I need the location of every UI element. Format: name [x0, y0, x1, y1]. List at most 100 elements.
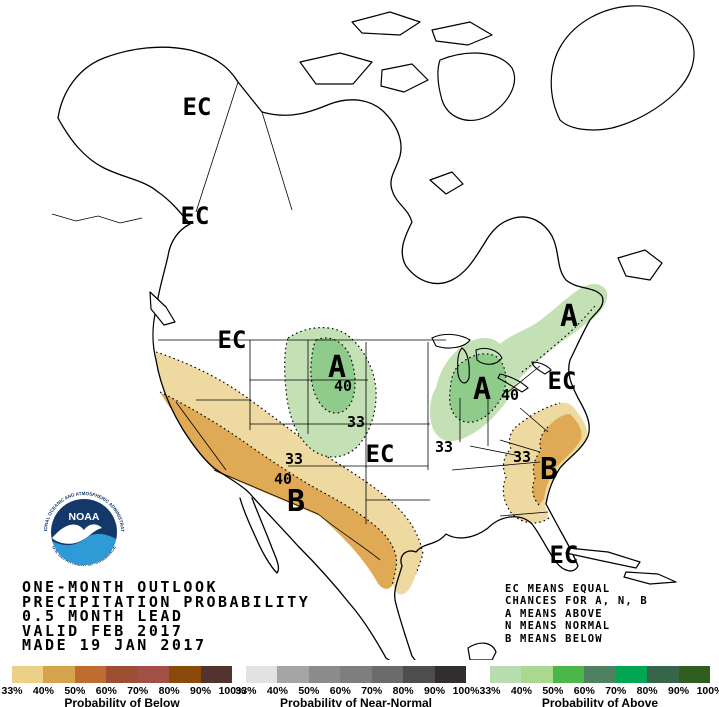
- logo-sea: [51, 533, 117, 565]
- tick-label: 40%: [32, 685, 54, 697]
- tick-label: 50%: [298, 685, 320, 697]
- map-label-40: 40: [501, 386, 519, 404]
- color-swatch: [74, 666, 107, 683]
- color-swatch: [169, 666, 201, 683]
- map-label-40: 40: [274, 470, 292, 488]
- tick-label: 90%: [668, 685, 690, 697]
- color-swatch: [615, 666, 648, 683]
- colorbar-below-ticks: 33% 40% 50% 60% 70% 80% 90% 100%: [1, 683, 245, 697]
- map-title-line: MADE 19 JAN 2017: [22, 636, 207, 654]
- tick-label: 33%: [235, 685, 257, 697]
- map-title-line: PRECIPITATION PROBABILITY: [22, 592, 311, 611]
- tick-label: 90%: [190, 685, 212, 697]
- colorbar-below: 33% 40% 50% 60% 70% 80% 90% 100% Probability of…: [1, 666, 245, 707]
- tick-label: 100%: [452, 685, 480, 697]
- tick-label: 70%: [605, 685, 627, 697]
- map-label-A: A: [328, 350, 346, 385]
- tick-label: 40%: [266, 685, 288, 697]
- color-swatch: [371, 666, 404, 683]
- colorbar-near-normal-swatches: [246, 666, 466, 683]
- islands: [149, 5, 695, 660]
- map-label-40: 40: [334, 377, 352, 395]
- map-label-33: 33: [285, 450, 303, 468]
- map-label-EC: EC: [366, 440, 395, 468]
- map-label-EC: EC: [550, 541, 579, 569]
- map-label-EC: EC: [548, 367, 577, 395]
- color-swatch: [521, 666, 553, 683]
- tick-label: 33%: [1, 685, 23, 697]
- color-swatch: [584, 666, 616, 683]
- colorbar-above-ticks: 33% 40% 50% 60% 70% 80% 90% 100%: [479, 683, 719, 697]
- logo-gull-icon: [52, 524, 102, 544]
- tick-label: 90%: [424, 685, 446, 697]
- colorbar-near-normal-caption: Probability of Near-Normal: [279, 696, 433, 707]
- map-label-33: 33: [435, 438, 453, 456]
- color-swatch: [552, 666, 585, 683]
- colorbar-above-swatches: [490, 666, 710, 683]
- colorbar-near-normal-ticks: 33% 40% 50% 60% 70% 80% 90% 100%: [235, 683, 479, 697]
- color-swatch: [490, 666, 522, 683]
- color-swatch: [678, 666, 710, 683]
- color-swatch: [137, 666, 170, 683]
- colorbar-above-caption: Probability of Above: [541, 696, 659, 707]
- political-borders: [158, 81, 549, 561]
- map-label-B: B: [287, 484, 305, 519]
- noaa-logo: NATIONAL OCEANIC AND ATMOSPHERIC ADMINIS…: [34, 480, 132, 580]
- tick-label: 40%: [510, 685, 532, 697]
- color-swatch: [403, 666, 435, 683]
- tick-label: 50%: [542, 685, 564, 697]
- tick-label: 60%: [95, 685, 117, 697]
- map-label-EC: EC: [218, 326, 247, 354]
- map-label-B: B: [540, 452, 558, 487]
- colorbar-below-caption: Probability of Below: [64, 696, 180, 707]
- map-label-EC: EC: [181, 202, 210, 230]
- color-swatch: [340, 666, 372, 683]
- color-swatch: [647, 666, 679, 683]
- color-swatch: [200, 666, 232, 683]
- coastline-pacific: [57, 117, 390, 660]
- above-normal-region-plains: [284, 327, 377, 458]
- colorbar-below-swatches: [12, 666, 232, 683]
- map-label-33: 33: [347, 413, 365, 431]
- legend-note-line: B MEANS BELOW: [505, 632, 603, 645]
- logo-acronym: NOAA: [69, 511, 100, 523]
- tick-label: 70%: [127, 685, 149, 697]
- color-swatch: [277, 666, 309, 683]
- tick-label: 100%: [696, 685, 719, 697]
- great-lakes: [431, 333, 552, 393]
- color-swatch: [106, 666, 138, 683]
- tick-label: 60%: [573, 685, 595, 697]
- tick-label: 80%: [392, 685, 414, 697]
- tick-label: 50%: [64, 685, 86, 697]
- legend-note-line: N MEANS NORMAL: [505, 620, 611, 633]
- legend-note-line: CHANCES FOR A, N, B: [505, 595, 648, 608]
- tick-label: 100%: [218, 685, 246, 697]
- tick-label: 80%: [158, 685, 180, 697]
- map-label-EC: EC: [183, 93, 212, 121]
- map-label-33: 33: [513, 448, 531, 466]
- color-swatch: [12, 666, 44, 683]
- colorbar-above: 33% 40% 50% 60% 70% 80% 90% 100% Probability of…: [479, 666, 719, 707]
- legend-note-line: EC MEANS EQUAL: [505, 583, 611, 595]
- tick-label: 80%: [636, 685, 658, 697]
- map-title-line: VALID FEB 2017: [22, 621, 184, 640]
- tick-label: 33%: [479, 685, 501, 697]
- tick-label: 70%: [361, 685, 383, 697]
- map-title-line: 0.5 MONTH LEAD: [22, 607, 184, 625]
- map-title-line: ONE-MONTH OUTLOOK: [22, 578, 219, 596]
- color-swatch: [308, 666, 341, 683]
- color-swatch: [434, 666, 466, 683]
- colorbar-near-normal: 33% 40% 50% 60% 70% 80% 90% 100% Probability of…: [235, 666, 479, 707]
- baja-peninsula: [239, 497, 280, 574]
- tick-label: 60%: [329, 685, 351, 697]
- map-label-A: A: [473, 372, 491, 407]
- map-title: ONE-MONTH OUTLOOK PRECIPITATION PROBABILI…: [22, 580, 310, 653]
- aleutian-islands: [51, 213, 143, 224]
- color-swatch: [43, 666, 75, 683]
- map-label-A: A: [560, 299, 578, 334]
- legend-note-line: A MEANS ABOVE: [505, 607, 603, 620]
